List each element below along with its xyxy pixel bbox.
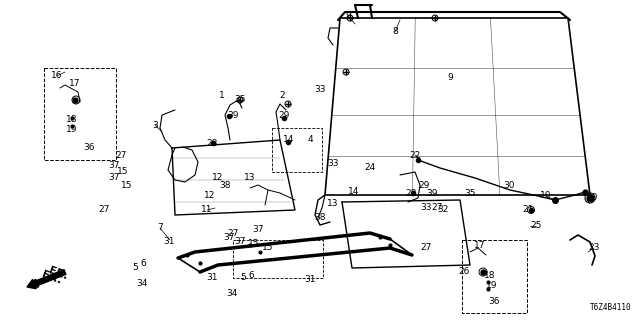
Text: 6: 6 <box>248 270 254 279</box>
Text: 37: 37 <box>223 233 235 242</box>
Text: 34: 34 <box>136 278 148 287</box>
Text: 29: 29 <box>278 110 290 119</box>
Text: 36: 36 <box>83 142 95 151</box>
Text: 9: 9 <box>345 12 351 20</box>
Text: 29: 29 <box>419 181 429 190</box>
Text: 23: 23 <box>588 244 600 252</box>
Text: FR.: FR. <box>41 270 63 286</box>
Text: 1: 1 <box>219 91 225 100</box>
Text: 14: 14 <box>348 188 360 196</box>
Text: 33: 33 <box>314 85 326 94</box>
Text: 24: 24 <box>364 164 376 172</box>
Text: 37: 37 <box>108 162 120 171</box>
Text: 15: 15 <box>248 239 260 249</box>
Text: 15: 15 <box>117 167 129 177</box>
Text: 26: 26 <box>458 268 470 276</box>
Text: 11: 11 <box>201 205 212 214</box>
Text: 31: 31 <box>163 236 175 245</box>
Text: FR.: FR. <box>47 265 69 281</box>
Text: 39: 39 <box>426 189 438 198</box>
Text: 38: 38 <box>314 213 326 222</box>
Text: 38: 38 <box>220 181 231 190</box>
Text: 39: 39 <box>227 111 239 121</box>
Text: 18: 18 <box>67 116 77 124</box>
Bar <box>462 240 527 313</box>
Text: 27: 27 <box>99 205 109 214</box>
Text: 19: 19 <box>486 281 498 290</box>
Text: 31: 31 <box>304 276 316 284</box>
Text: 22: 22 <box>410 150 420 159</box>
Text: 15: 15 <box>121 180 132 189</box>
Text: 27: 27 <box>431 204 443 212</box>
Text: 17: 17 <box>474 242 486 251</box>
Text: 8: 8 <box>392 28 398 36</box>
Text: 37: 37 <box>252 226 264 235</box>
Text: 27: 27 <box>227 229 239 238</box>
Text: 13: 13 <box>327 199 339 209</box>
Text: 17: 17 <box>69 78 81 87</box>
Text: 12: 12 <box>204 190 216 199</box>
Text: 21: 21 <box>522 205 534 214</box>
Text: 20: 20 <box>586 194 598 203</box>
Text: 15: 15 <box>262 244 274 252</box>
Text: 12: 12 <box>212 173 224 182</box>
Text: 10: 10 <box>540 191 552 201</box>
Text: 31: 31 <box>206 273 218 282</box>
Bar <box>44 68 116 160</box>
Text: 16: 16 <box>51 71 63 81</box>
Text: T6Z4B4110: T6Z4B4110 <box>590 303 632 312</box>
Text: 5: 5 <box>240 274 246 283</box>
Text: 35: 35 <box>464 189 476 198</box>
Bar <box>272 128 322 172</box>
Text: 33: 33 <box>327 158 339 167</box>
Text: 36: 36 <box>488 298 500 307</box>
Text: 2: 2 <box>279 91 285 100</box>
Text: 14: 14 <box>284 135 294 145</box>
Text: 9: 9 <box>447 74 453 83</box>
Text: 37: 37 <box>108 172 120 181</box>
Bar <box>233 240 323 278</box>
Text: 28: 28 <box>206 139 218 148</box>
Text: 7: 7 <box>157 223 163 233</box>
FancyArrow shape <box>27 270 66 289</box>
Text: 18: 18 <box>484 271 496 281</box>
Text: 6: 6 <box>140 259 146 268</box>
Text: 13: 13 <box>244 173 256 182</box>
Text: 4: 4 <box>307 135 313 145</box>
Text: 19: 19 <box>67 125 77 134</box>
Text: 32: 32 <box>437 204 449 213</box>
Text: 3: 3 <box>152 121 158 130</box>
Text: 35: 35 <box>234 95 246 105</box>
Text: 27: 27 <box>115 150 127 159</box>
Text: 5: 5 <box>132 263 138 273</box>
Text: 27: 27 <box>420 244 432 252</box>
Text: 33: 33 <box>420 204 432 212</box>
Text: 25: 25 <box>531 221 541 230</box>
Text: 30: 30 <box>503 181 515 190</box>
Text: 28: 28 <box>405 188 417 197</box>
Text: 37: 37 <box>234 236 246 245</box>
Text: 34: 34 <box>227 290 237 299</box>
